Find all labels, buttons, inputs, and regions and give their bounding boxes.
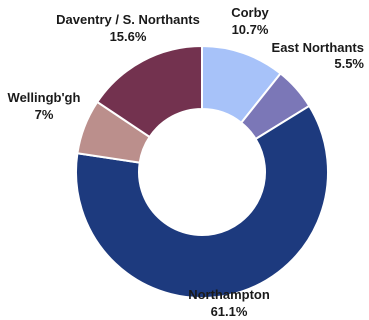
slice-label-corby: Corby — [231, 5, 269, 20]
slice-value-northampton: 61.1% — [211, 304, 248, 319]
slice-northampton — [75, 104, 329, 299]
slice-value-daventry: 15.6% — [110, 29, 147, 44]
donut-slices — [75, 44, 329, 299]
slice-daventry-s-northants — [95, 44, 203, 139]
slice-value-wellingborough: 7% — [35, 107, 54, 122]
slice-label-east-northants: East Northants — [272, 40, 364, 55]
slice-label-daventry: Daventry / S. Northants — [56, 12, 200, 27]
slice-label-northampton: Northampton — [188, 287, 270, 302]
slice-label-wellingborough: Wellingb'gh — [8, 90, 81, 105]
slice-value-east-northants: 5.5% — [334, 56, 364, 71]
slice-value-corby: 10.7% — [232, 22, 269, 37]
